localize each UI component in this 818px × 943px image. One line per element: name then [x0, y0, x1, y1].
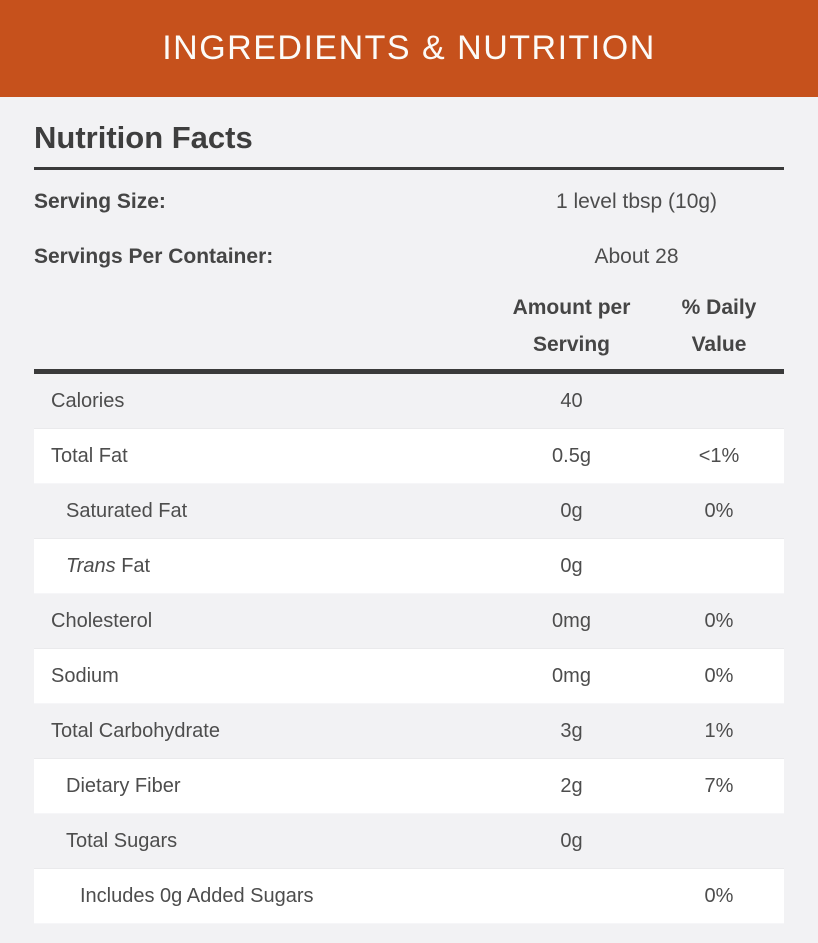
table-row: Includes 0g Added Sugars 0% [34, 869, 784, 924]
table-row: Cholesterol 0mg 0% [34, 594, 784, 649]
column-header-daily-value-label: % Daily Value [681, 296, 757, 356]
nutrient-daily-value: 0% [704, 499, 734, 522]
nutrition-facts-panel: Nutrition Facts Serving Size: 1 level tb… [34, 97, 784, 924]
nutrient-label: Cholesterol [51, 609, 153, 632]
nutrient-amount: 40 [560, 389, 583, 412]
nutrient-amount: 0g [560, 829, 583, 852]
section-banner-title: INGREDIENTS & NUTRITION [162, 29, 656, 67]
table-row: Total Sugars 0g [34, 814, 784, 869]
table-row: Saturated Fat 0g 0% [34, 484, 784, 539]
nutrient-daily-value: 1% [704, 719, 734, 742]
table-row: Total Carbohydrate 3g 1% [34, 704, 784, 759]
nutrient-label: Total Fat [51, 444, 128, 467]
nutrient-amount: 3g [560, 719, 583, 742]
nutrient-amount: 0mg [552, 664, 591, 687]
section-banner: INGREDIENTS & NUTRITION [0, 0, 818, 97]
nutrient-label: Sodium [51, 664, 119, 687]
serving-info-label: Servings Per Container: [34, 244, 274, 268]
nutrient-amount: 0mg [552, 609, 591, 632]
table-row: Dietary Fiber 2g 7% [34, 759, 784, 814]
serving-info-value: About 28 [594, 244, 679, 268]
nutrient-label: Total Carbohydrate [51, 719, 220, 742]
nutrient-label: Saturated Fat [66, 499, 188, 522]
nutrient-daily-value: 0% [704, 609, 734, 632]
nutrient-label: Total Sugars [66, 829, 178, 852]
nutrient-daily-value: 0% [704, 664, 734, 687]
nutrient-amount: 0g [560, 499, 583, 522]
column-header-daily-value: % Daily Value [654, 289, 784, 369]
title-rule [34, 167, 784, 170]
nutrient-label: Includes 0g Added Sugars [80, 884, 314, 907]
nutrient-label: Trans Fat [66, 554, 151, 577]
column-header-amount-label: Amount per Serving [512, 296, 631, 356]
serving-info-value: 1 level tbsp (10g) [555, 189, 718, 213]
table-row: Sodium 0mg 0% [34, 649, 784, 704]
serving-info: Serving Size: 1 level tbsp (10g) Serving… [34, 174, 784, 284]
nutrient-amount: 0.5g [552, 444, 591, 467]
serving-info-row: Servings Per Container: About 28 [34, 229, 784, 284]
serving-info-row: Serving Size: 1 level tbsp (10g) [34, 174, 784, 229]
nutrient-daily-value: 0% [704, 884, 734, 907]
serving-info-label: Serving Size: [34, 189, 166, 213]
nutrient-label: Calories [51, 389, 125, 412]
column-header-amount: Amount per Serving [489, 289, 654, 369]
column-headers: Amount per Serving % Daily Value [34, 284, 784, 369]
nutrient-amount: 0g [560, 554, 583, 577]
table-row: Total Fat 0.5g <1% [34, 429, 784, 484]
nutrition-rows: Calories 40 Total Fat 0.5g <1% Saturated… [34, 374, 784, 924]
nutrient-amount: 2g [560, 774, 583, 797]
nutrient-daily-value: 7% [704, 774, 734, 797]
table-row: Calories 40 [34, 374, 784, 429]
nutrient-daily-value: <1% [698, 444, 740, 467]
header-rule [34, 369, 784, 374]
nutrition-facts-title: Nutrition Facts [34, 120, 253, 155]
table-row: Trans Fat 0g [34, 539, 784, 594]
nutrient-label: Dietary Fiber [66, 774, 181, 797]
